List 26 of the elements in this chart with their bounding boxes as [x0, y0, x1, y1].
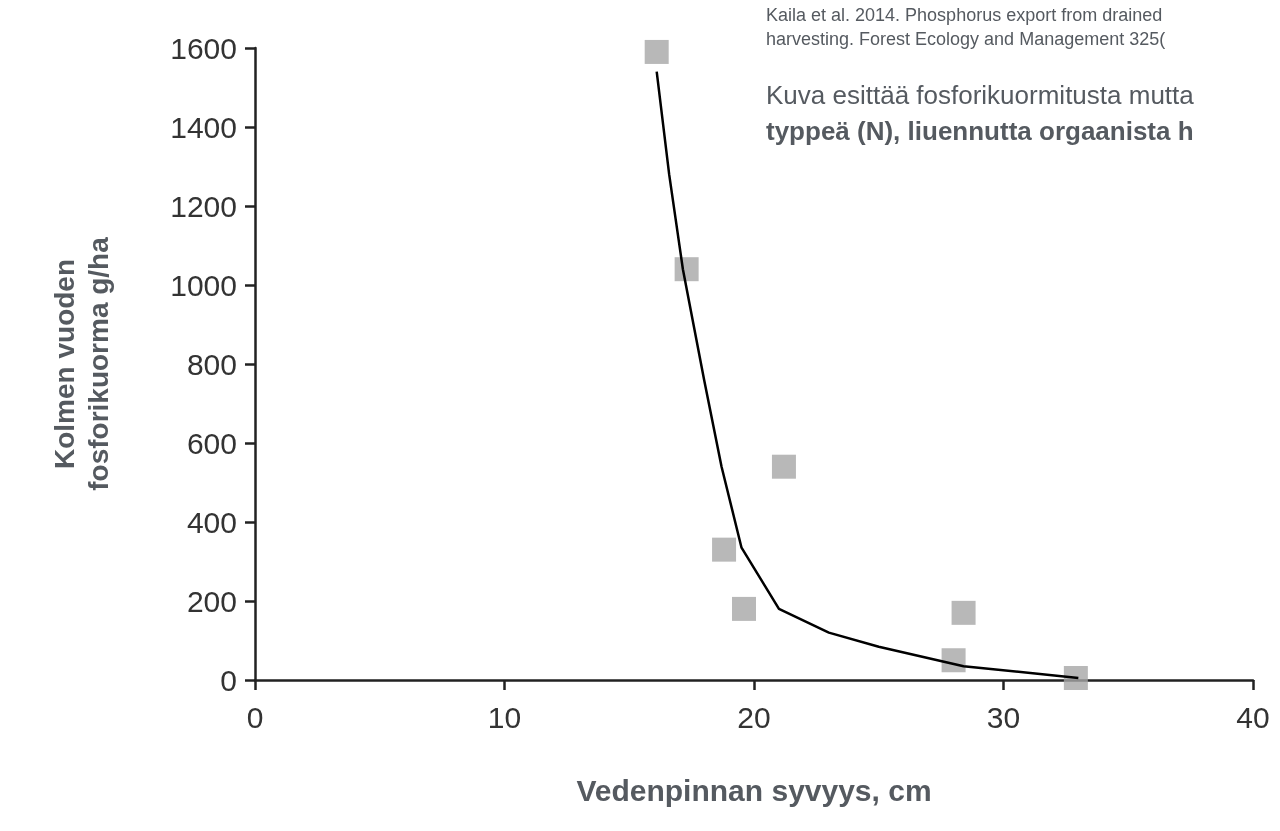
x-tick-label: 20	[737, 700, 771, 734]
annotation: harvesting. Forest Ecology and Management 325(	[766, 29, 1166, 49]
point	[951, 600, 976, 625]
x-tick-label: 10	[487, 700, 522, 734]
annotation: Kuva esittää fosforikuormitusta mutta	[766, 80, 1195, 110]
y-tick-label: 1000	[170, 268, 237, 302]
point	[712, 537, 737, 562]
y-tick-label: 600	[186, 426, 237, 460]
y-axis-title: Kolmen vuoden fosforikuorma g/ha	[48, 236, 114, 491]
y-tick-label: 800	[186, 347, 237, 381]
x-tick-label: 40	[1236, 700, 1270, 734]
annotation: typpeä (N), liuennutta orgaanista h	[766, 116, 1194, 146]
y-tick-label: 0	[220, 663, 237, 697]
y-tick-label: 400	[186, 505, 237, 539]
point	[1063, 666, 1088, 691]
y-tick-label: 200	[186, 584, 237, 618]
point	[771, 454, 796, 479]
text: Kaila et al. 2014. Phosphorus export from drained	[766, 5, 1163, 25]
x-tick-label: 0	[246, 700, 264, 734]
x-tick-label: 30	[986, 700, 1021, 734]
point	[644, 39, 669, 64]
x-axis-title: Vedenpinnan syvyys, cm	[576, 773, 932, 807]
point	[732, 596, 757, 621]
y-tick-label: 1600	[170, 31, 237, 65]
y-tick-label: 1200	[170, 189, 237, 223]
y-tick-label: 1400	[170, 110, 237, 144]
